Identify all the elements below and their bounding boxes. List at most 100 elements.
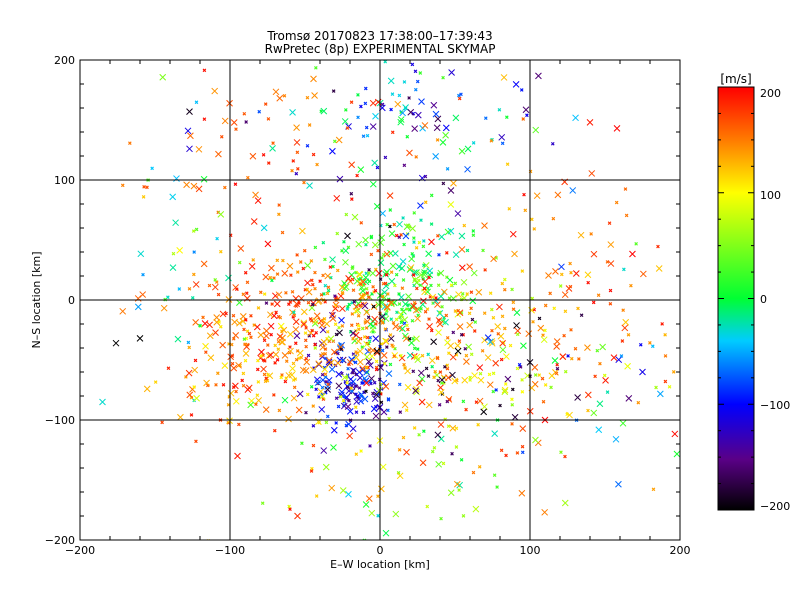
data-point (270, 278, 274, 283)
data-point (639, 368, 646, 376)
data-point (416, 313, 421, 318)
data-point (562, 333, 566, 338)
data-point (186, 145, 193, 153)
data-point (388, 362, 393, 367)
data-point (287, 302, 291, 307)
data-point (339, 305, 346, 313)
data-point (477, 464, 482, 469)
data-point (443, 365, 447, 369)
data-point (337, 343, 344, 351)
data-point (303, 338, 308, 343)
data-point (500, 314, 505, 319)
data-point (449, 353, 457, 361)
data-point (398, 410, 403, 414)
data-point (586, 119, 594, 126)
data-point (221, 382, 226, 387)
data-point (440, 288, 448, 296)
data-point (464, 407, 468, 412)
data-point (287, 330, 294, 338)
data-point (447, 187, 455, 194)
data-point (259, 354, 263, 358)
data-point (656, 390, 664, 398)
data-point (305, 392, 310, 397)
data-point (290, 168, 294, 173)
data-point (213, 318, 221, 326)
data-point (255, 397, 263, 404)
data-point (99, 398, 106, 406)
data-point (189, 395, 194, 400)
data-point (622, 267, 626, 272)
data-point (480, 408, 488, 416)
data-point (614, 200, 619, 205)
colorbar-tick-label: 100 (760, 189, 781, 202)
data-point (232, 382, 239, 390)
colorbar-tick-label: 0 (760, 293, 767, 306)
data-point (436, 310, 444, 317)
data-point (470, 269, 478, 277)
data-point (447, 541, 453, 547)
data-point (177, 287, 182, 291)
data-point (201, 315, 205, 320)
data-point (260, 501, 265, 506)
data-point (428, 238, 435, 246)
data-point (440, 304, 444, 309)
data-point (190, 182, 198, 190)
data-point (397, 93, 402, 98)
data-point (380, 256, 384, 260)
data-point (444, 313, 449, 318)
data-point (303, 331, 308, 335)
data-point (402, 362, 406, 367)
data-point (369, 234, 374, 239)
data-point (141, 272, 145, 277)
data-point (255, 367, 260, 372)
data-point (596, 293, 601, 298)
data-point (332, 139, 337, 144)
data-point (383, 60, 388, 64)
data-point (491, 371, 496, 376)
data-point (491, 430, 499, 438)
data-point (279, 375, 284, 380)
data-point (551, 216, 556, 221)
data-point (369, 326, 377, 334)
data-point (194, 100, 199, 105)
data-point (331, 264, 335, 269)
data-point (276, 347, 281, 351)
data-point (252, 323, 257, 327)
data-point (482, 311, 487, 315)
data-point (300, 321, 308, 328)
data-point (311, 443, 316, 448)
data-point (277, 322, 285, 330)
data-point (257, 331, 265, 339)
data-point (629, 250, 636, 258)
data-point (429, 328, 434, 333)
data-point (333, 294, 337, 298)
data-point (454, 347, 462, 355)
data-point (230, 119, 238, 126)
data-point (309, 366, 317, 374)
data-point (416, 278, 421, 283)
data-point (421, 269, 428, 276)
data-point (287, 347, 294, 355)
data-point (262, 372, 267, 377)
data-point (412, 211, 417, 215)
data-point (394, 272, 399, 277)
data-point (368, 509, 376, 517)
data-point (239, 312, 247, 320)
data-point (607, 241, 615, 248)
data-point (367, 268, 371, 272)
data-point (673, 450, 680, 458)
data-point (584, 391, 592, 399)
data-point (429, 222, 434, 226)
data-point (515, 332, 520, 337)
data-point (323, 283, 328, 288)
data-point (336, 175, 344, 183)
data-point (375, 269, 383, 277)
data-point (351, 213, 359, 221)
data-point (430, 449, 435, 454)
data-point (367, 279, 372, 284)
data-point (584, 271, 592, 279)
data-point (481, 336, 488, 344)
data-point (255, 393, 260, 398)
data-point (636, 400, 641, 405)
data-point (455, 291, 462, 298)
